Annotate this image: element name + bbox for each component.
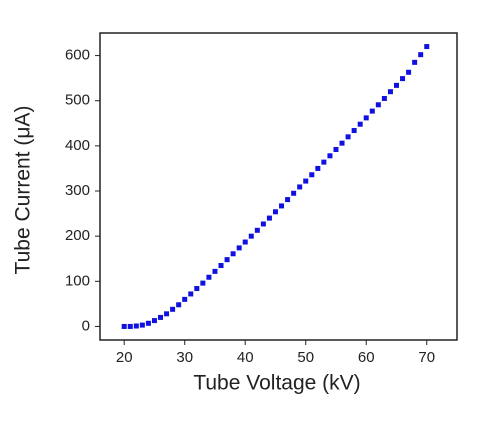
x-tick-label: 70 [418, 349, 435, 366]
point [424, 44, 430, 50]
point [279, 203, 285, 209]
point [224, 257, 230, 263]
point [303, 178, 309, 184]
point [260, 221, 266, 227]
y-tick-label: 0 [82, 317, 90, 334]
x-axis-label: Tube Voltage (kV) [193, 372, 360, 395]
point [291, 190, 297, 196]
y-tick-label: 200 [65, 227, 90, 244]
point [236, 245, 242, 251]
point [254, 227, 260, 233]
point [266, 215, 272, 221]
point [212, 268, 218, 274]
point [127, 323, 133, 329]
point [158, 314, 164, 320]
y-tick-label: 500 [65, 92, 90, 109]
point [133, 323, 139, 329]
y-tick-label: 300 [65, 182, 90, 199]
point [170, 306, 176, 312]
point [242, 239, 248, 245]
point [315, 165, 321, 171]
point [206, 274, 212, 280]
y-tick-label: 100 [65, 272, 90, 289]
x-tick-label: 20 [116, 349, 133, 366]
point [339, 140, 345, 146]
point [412, 59, 418, 65]
point [139, 322, 145, 328]
point [121, 323, 127, 329]
point [375, 102, 381, 108]
point [418, 52, 424, 58]
plot-frame [99, 32, 458, 341]
point [188, 291, 194, 297]
point [351, 128, 357, 134]
point [327, 153, 333, 159]
point [393, 82, 399, 88]
point [369, 108, 375, 114]
point [248, 233, 254, 239]
point [272, 209, 278, 215]
point [176, 302, 182, 308]
point [182, 296, 188, 302]
point [218, 263, 224, 269]
point [363, 115, 369, 121]
x-tick-label: 30 [176, 349, 193, 366]
point [345, 134, 351, 140]
point [285, 197, 291, 203]
point [145, 320, 151, 326]
point [400, 76, 406, 82]
y-tick-label: 600 [65, 47, 90, 64]
point [230, 251, 236, 257]
point [321, 159, 327, 165]
point [333, 146, 339, 152]
point [387, 89, 393, 95]
point [194, 286, 200, 292]
point [151, 318, 157, 324]
point [406, 69, 412, 75]
x-tick-label: 40 [237, 349, 254, 366]
point [381, 95, 387, 101]
point [309, 172, 315, 178]
y-tick-label: 400 [65, 137, 90, 154]
point [357, 121, 363, 127]
x-tick-label: 50 [297, 349, 314, 366]
point [200, 280, 206, 286]
y-axis-label: Tube Current (μA) [12, 106, 35, 275]
x-tick-label: 60 [358, 349, 375, 366]
point [297, 184, 303, 190]
point [164, 311, 170, 317]
